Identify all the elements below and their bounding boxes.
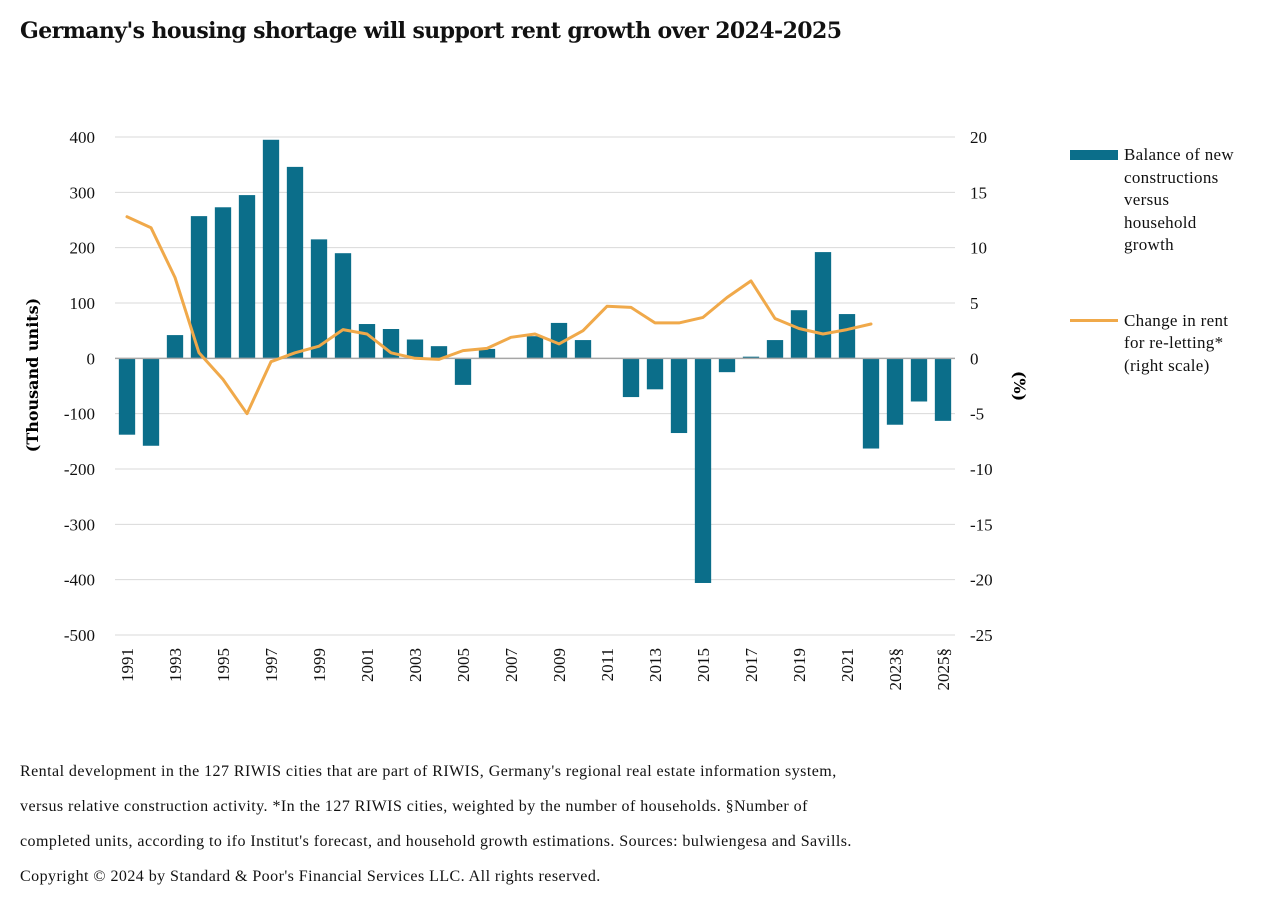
bar [142, 358, 160, 446]
x-tick-label: 2023§ [886, 648, 905, 691]
bar [430, 346, 448, 359]
x-tick-label: 2009 [550, 648, 569, 682]
x-tick-label: 2015 [694, 648, 713, 682]
legend-swatch-line [1070, 318, 1118, 322]
bar [454, 358, 472, 385]
x-tick-label: 2011 [598, 648, 617, 681]
left-tick-label: 0 [87, 349, 96, 368]
source-notes: Rental development in the 127 RIWIS citi… [20, 754, 1260, 894]
bar [550, 322, 568, 359]
left-tick-label: -500 [64, 626, 95, 645]
right-tick-label: 20 [970, 128, 987, 147]
chart-title: Germany's housing shortage will support … [20, 18, 842, 44]
x-tick-label: 1993 [166, 648, 185, 682]
bar [646, 358, 664, 390]
bar [694, 358, 712, 583]
bar [910, 358, 928, 402]
right-tick-label: 5 [970, 294, 979, 313]
right-axis-ticks: 20 15 10 5 0 -5 -10 -15 -20 -25 [970, 128, 993, 645]
legend-label-line: Change in rent for re-letting* (right sc… [1124, 310, 1229, 375]
right-tick-label: -15 [970, 515, 993, 534]
bar [838, 314, 856, 359]
bar [334, 253, 352, 359]
bar [478, 348, 496, 359]
left-tick-label: 300 [70, 183, 96, 202]
legend: Balance of new constructions versus hous… [1070, 144, 1270, 377]
bar [766, 340, 784, 359]
x-tick-label: 2025§ [934, 648, 953, 691]
legend-swatch-bar [1070, 150, 1118, 160]
x-tick-label: 2005 [454, 648, 473, 682]
bar [238, 195, 256, 359]
line-series [125, 215, 873, 416]
rent-change-line [125, 215, 873, 416]
left-tick-label: -200 [64, 460, 95, 479]
legend-label-bars: Balance of new constructions versus hous… [1124, 145, 1234, 254]
left-tick-label: 100 [70, 294, 96, 313]
legend-item-line: Change in rent for re-letting* (right sc… [1070, 310, 1270, 378]
left-axis-ticks: 400 300 200 100 0 -100 -200 -300 -400 -500 [64, 128, 95, 645]
note-line: Copyright © 2024 by Standard & Poor's Fi… [20, 868, 601, 885]
right-tick-label: -25 [970, 626, 993, 645]
bar [622, 358, 640, 398]
bar [286, 166, 304, 359]
bar [166, 335, 184, 359]
bar [670, 358, 688, 434]
x-tick-label: 1999 [310, 648, 329, 682]
x-tick-label: 2021 [838, 648, 857, 682]
x-tick-label: 1995 [214, 648, 233, 682]
bar [718, 358, 736, 373]
left-tick-label: -100 [64, 405, 95, 424]
right-tick-label: 0 [970, 349, 979, 368]
bar-series [118, 139, 952, 583]
right-tick-label: -20 [970, 571, 993, 590]
right-tick-label: -5 [970, 405, 984, 424]
bar [214, 207, 232, 359]
bar [118, 358, 136, 435]
bar [742, 356, 760, 359]
x-tick-label: 2001 [358, 648, 377, 682]
legend-item-bars: Balance of new constructions versus hous… [1070, 144, 1270, 257]
x-tick-label: 2003 [406, 648, 425, 682]
bar [934, 358, 952, 421]
x-tick-label: 2017 [742, 648, 761, 683]
x-axis-ticks: 1991 1993 1995 1997 1999 2001 2003 2005 2007 2009… [118, 648, 953, 691]
right-tick-label: 10 [970, 239, 987, 258]
left-tick-label: 200 [70, 239, 96, 258]
note-line: Rental development in the 127 RIWIS citi… [20, 763, 837, 780]
right-tick-label: 15 [970, 183, 987, 202]
bar [574, 340, 592, 359]
bar [262, 139, 280, 359]
left-tick-label: -400 [64, 571, 95, 590]
x-tick-label: 1997 [262, 648, 281, 683]
left-tick-label: -300 [64, 515, 95, 534]
bar [310, 239, 328, 359]
right-tick-label: -10 [970, 460, 993, 479]
bar [814, 252, 832, 359]
bar [526, 336, 544, 359]
x-tick-label: 2007 [502, 648, 521, 683]
x-tick-label: 2013 [646, 648, 665, 682]
right-axis-label: (%) [1010, 371, 1029, 401]
note-line: versus relative construction activity. *… [20, 798, 808, 815]
bar [886, 358, 904, 425]
left-tick-label: 400 [70, 128, 96, 147]
bar [790, 310, 808, 359]
bar [406, 339, 424, 359]
left-axis-label: (Thousand units) [23, 298, 42, 453]
note-line: completed units, according to ifo Instit… [20, 833, 852, 850]
bar [190, 216, 208, 359]
x-tick-label: 1991 [118, 648, 137, 682]
bar [862, 358, 880, 449]
x-tick-label: 2019 [790, 648, 809, 682]
bar [358, 324, 376, 359]
